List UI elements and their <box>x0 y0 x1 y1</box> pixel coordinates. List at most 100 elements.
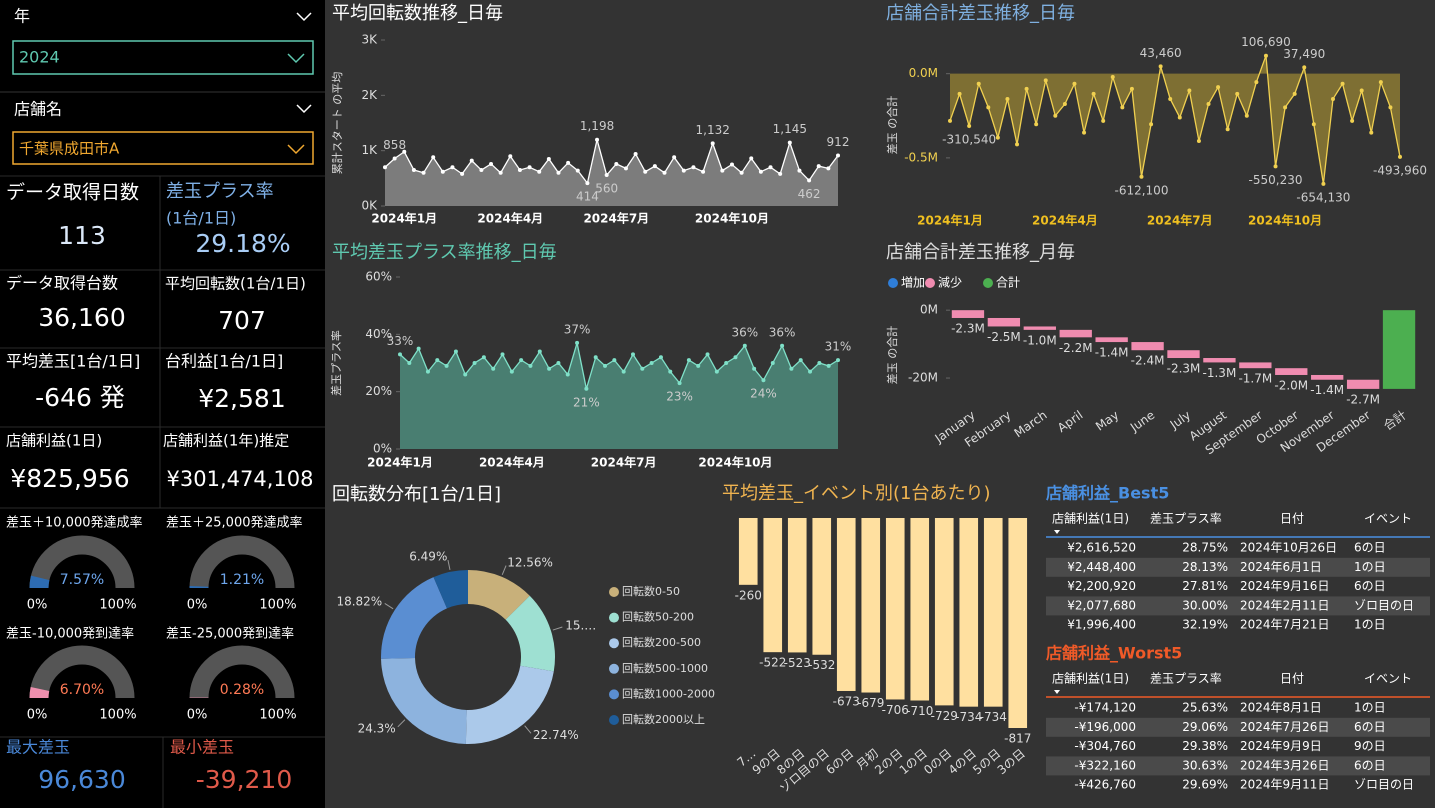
column-header: 店舗利益(1日) <box>1052 672 1129 686</box>
gauge-value <box>29 575 50 589</box>
point <box>481 355 486 360</box>
point <box>479 168 484 173</box>
point <box>1292 91 1297 96</box>
gauge-min: 0% <box>187 598 208 613</box>
bar <box>1167 350 1200 359</box>
column-header: 日付 <box>1280 672 1304 686</box>
y-tick-label: 1K <box>361 143 378 157</box>
point <box>440 169 445 174</box>
point <box>556 361 561 365</box>
legend-marker <box>888 278 898 288</box>
axis-title: 差玉プラス率 <box>330 330 343 396</box>
data-label: -673 <box>833 694 860 708</box>
card-value: 36,160 <box>38 303 125 332</box>
legend-label: 回転数50-200 <box>622 611 694 624</box>
table-title: 店舗利益_Worst5 <box>1046 644 1182 663</box>
cell: 2024年6月1日 <box>1240 560 1322 574</box>
cell: ¥2,616,520 <box>1067 541 1136 555</box>
chevron[interactable] <box>296 104 312 114</box>
point <box>1158 64 1163 69</box>
point <box>1101 118 1106 123</box>
gauge-label: 0.28% <box>220 682 264 698</box>
card-value: ¥2,581 <box>198 384 285 413</box>
cell: 2024年9月11日 <box>1240 778 1329 792</box>
slicer-label: 店舗名 <box>14 100 62 119</box>
point <box>517 168 522 173</box>
gauge-title: 差玉-10,000発到達率 <box>6 627 134 642</box>
card-title: 店舗利益(1年)推定 <box>163 432 289 450</box>
y-tick-label: 0.0M <box>909 66 938 80</box>
bar <box>1008 518 1028 728</box>
point <box>1388 105 1393 110</box>
column-header: イベント <box>1364 512 1412 526</box>
data-label: -1.7M <box>1238 372 1272 386</box>
chevron[interactable] <box>287 53 305 64</box>
x-tick-label: 2024年10月 <box>1248 213 1322 228</box>
point <box>463 372 468 377</box>
legend-label: 減少 <box>938 275 962 290</box>
cell: 1の日 <box>1354 560 1386 574</box>
leader <box>384 603 394 610</box>
slicer-box[interactable] <box>12 131 314 165</box>
y-tick-label: 0K <box>361 199 378 213</box>
point <box>976 81 981 86</box>
data-label: -260 <box>735 588 762 602</box>
point <box>612 358 617 363</box>
gauge-label: 7.57% <box>60 572 104 588</box>
point <box>668 369 673 374</box>
data-label: -612,100 <box>1115 183 1169 197</box>
legend-label: 回転数2000以上 <box>622 713 705 726</box>
data-label: 1,145 <box>773 122 807 136</box>
point <box>1082 130 1087 135</box>
cell: 29.06% <box>1182 720 1228 734</box>
cell: 9の日 <box>1354 739 1386 753</box>
point <box>1359 88 1364 93</box>
point <box>1043 78 1048 83</box>
cell: ¥1,996,400 <box>1067 618 1136 632</box>
legend-label: 回転数200-500 <box>622 636 701 649</box>
data-label: -532 <box>808 658 835 672</box>
chevron[interactable] <box>287 144 305 155</box>
cell: 2024年9月9日 <box>1240 739 1322 753</box>
point <box>1177 115 1182 120</box>
leader <box>447 559 451 570</box>
card-value: 29.18% <box>195 229 290 258</box>
chevron[interactable] <box>296 12 312 22</box>
slicer-value[interactable]: 千葉県成田市A <box>19 140 120 158</box>
sort-arrow[interactable] <box>1054 530 1060 534</box>
sort-arrow[interactable] <box>1054 690 1060 694</box>
cell: 29.69% <box>1182 778 1228 792</box>
cell: 28.75% <box>1182 541 1228 555</box>
point <box>603 363 608 368</box>
data-label: 24% <box>750 387 777 401</box>
slicer-value[interactable]: 2024 <box>19 48 60 67</box>
point <box>1244 113 1249 118</box>
chart-title: 回転数分布[1台/1日] <box>332 484 501 505</box>
point <box>398 352 402 357</box>
point <box>691 165 696 170</box>
point <box>808 369 813 374</box>
point <box>742 343 747 348</box>
data-label: 414 <box>576 190 599 204</box>
gauge-label: 1.21% <box>220 572 264 588</box>
point <box>556 170 561 175</box>
bar <box>885 518 905 700</box>
leader <box>501 565 507 576</box>
slicer-box[interactable] <box>12 40 314 75</box>
point <box>500 352 505 357</box>
point <box>705 352 710 357</box>
data-label: 37% <box>564 322 591 336</box>
bar <box>983 518 1003 707</box>
cell: 1の日 <box>1354 618 1386 632</box>
y-tick-label: 60% <box>365 270 392 284</box>
point <box>593 355 598 360</box>
gauge-min: 0% <box>27 598 48 613</box>
gauge-max: 100% <box>259 598 296 613</box>
data-label: -2.3M <box>951 321 985 335</box>
legend-marker <box>609 663 619 674</box>
point <box>652 164 657 169</box>
data-label: -706 <box>882 703 909 717</box>
data-label: -734 <box>980 710 1007 724</box>
point <box>584 386 589 391</box>
point <box>1139 174 1144 179</box>
